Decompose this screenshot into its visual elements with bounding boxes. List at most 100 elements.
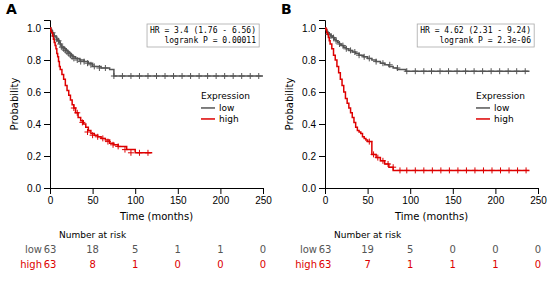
censor-mark	[96, 65, 102, 71]
censor-mark	[523, 167, 529, 173]
risk-row-label: high	[20, 259, 42, 270]
risk-table: Number at risklow63185110high6381000	[20, 230, 266, 270]
y-axis: 0.00.20.40.60.81.0	[302, 21, 325, 194]
censor-mark	[100, 135, 106, 141]
censor-mark	[387, 62, 393, 68]
y-tick: 0.2	[302, 151, 325, 162]
censor-mark	[404, 167, 410, 173]
censor-mark	[385, 161, 391, 167]
survival-curve	[50, 28, 152, 153]
survival-curve	[325, 28, 529, 170]
censor-mark	[366, 55, 372, 61]
legend-swatch	[201, 118, 215, 120]
censor-mark	[480, 68, 486, 74]
censor-mark	[102, 65, 108, 71]
censor-mark	[196, 73, 202, 79]
y-tick: 0.6	[27, 87, 50, 98]
censor-mark	[463, 167, 469, 173]
x-tick: 100	[127, 188, 144, 206]
plot-area	[325, 28, 529, 173]
legend-swatch	[476, 118, 490, 120]
x-tick: 50	[363, 188, 375, 206]
annotation-text: HR = 3.4 (1.76 - 6.56)	[150, 26, 256, 35]
x-axis-title: Time (months)	[394, 211, 468, 222]
censor-mark	[105, 139, 111, 145]
censor-mark	[95, 134, 101, 140]
censor-mark	[375, 155, 381, 161]
y-tick-mark	[319, 28, 325, 29]
y-axis-title: Probability	[284, 77, 295, 130]
censor-mark	[340, 43, 346, 49]
censor-mark	[471, 68, 477, 74]
x-tick-mark	[220, 188, 221, 194]
y-tick-mark	[44, 92, 50, 93]
censor-mark	[122, 147, 128, 153]
risk-count: 0	[492, 244, 498, 255]
y-axis-title: Probability	[9, 77, 20, 130]
x-tick-mark	[538, 188, 539, 194]
x-tick-mark	[453, 188, 454, 194]
censor-mark	[412, 68, 418, 74]
censor-mark	[79, 119, 85, 125]
risk-count: 1	[450, 259, 456, 270]
x-tick-label: 150	[170, 195, 187, 206]
x-tick-label: 100	[402, 195, 419, 206]
risk-count: 63	[319, 244, 332, 255]
y-tick: 0.4	[302, 119, 325, 130]
y-tick-mark	[44, 124, 50, 125]
risk-count: 1	[217, 244, 223, 255]
censor-mark	[171, 73, 177, 79]
censor-mark	[421, 68, 427, 74]
censor-mark	[84, 129, 90, 135]
annotation: HR = 4.62 (2.31 - 9.24)logrank P = 2.3e-…	[417, 24, 534, 47]
risk-row-label: low	[25, 244, 42, 255]
legend: Expressionlowhigh	[201, 91, 250, 124]
y-tick: 0.0	[302, 183, 325, 194]
censor-mark	[154, 73, 160, 79]
y-tick: 1.0	[27, 23, 50, 34]
censor-mark	[514, 68, 520, 74]
censor-mark	[239, 73, 245, 79]
y-tick: 0.0	[27, 183, 50, 194]
y-tick-mark	[319, 92, 325, 93]
risk-row-label: low	[300, 244, 317, 255]
annotation-text: HR = 4.62 (2.31 - 9.24)	[420, 26, 531, 35]
censor-mark	[404, 68, 410, 74]
panel-title: A	[6, 1, 17, 17]
censor-mark	[128, 73, 134, 79]
x-tick-mark	[178, 188, 179, 194]
y-tick-label: 0.4	[302, 119, 316, 130]
legend-label: low	[219, 103, 234, 113]
risk-count: 63	[44, 244, 57, 255]
y-axis-line	[44, 21, 51, 189]
risk-table-title: Number at risk	[334, 230, 402, 240]
risk-count: 18	[86, 244, 99, 255]
risk-count: 1	[492, 259, 498, 270]
y-axis: 0.00.20.40.60.81.0	[27, 21, 50, 194]
y-tick-label: 1.0	[27, 23, 41, 34]
x-tick: 50	[88, 188, 100, 206]
censor-mark	[136, 73, 142, 79]
y-tick-label: 0.2	[302, 151, 316, 162]
censor-mark	[366, 139, 372, 145]
x-tick-label: 250	[530, 195, 547, 206]
risk-count: 0	[175, 259, 181, 270]
censor-mark	[205, 73, 211, 79]
legend-title: Expression	[201, 91, 250, 101]
y-tick-mark	[44, 156, 50, 157]
annotation-text: logrank P = 0.00011	[164, 36, 256, 45]
x-axis: 050100150200250	[48, 188, 273, 206]
y-tick-label: 0.4	[27, 119, 41, 130]
censor-mark	[463, 68, 469, 74]
censor-mark	[498, 167, 504, 173]
censor-mark	[390, 164, 396, 170]
x-tick-mark	[495, 188, 496, 194]
risk-count: 0	[217, 259, 223, 270]
censor-mark	[188, 73, 194, 79]
censor-mark	[145, 73, 151, 79]
risk-count: 8	[89, 259, 95, 270]
x-tick-label: 50	[363, 195, 375, 206]
x-axis: 050100150200250	[323, 188, 548, 206]
x-tick-mark	[410, 188, 411, 194]
y-tick-label: 0.6	[302, 87, 316, 98]
